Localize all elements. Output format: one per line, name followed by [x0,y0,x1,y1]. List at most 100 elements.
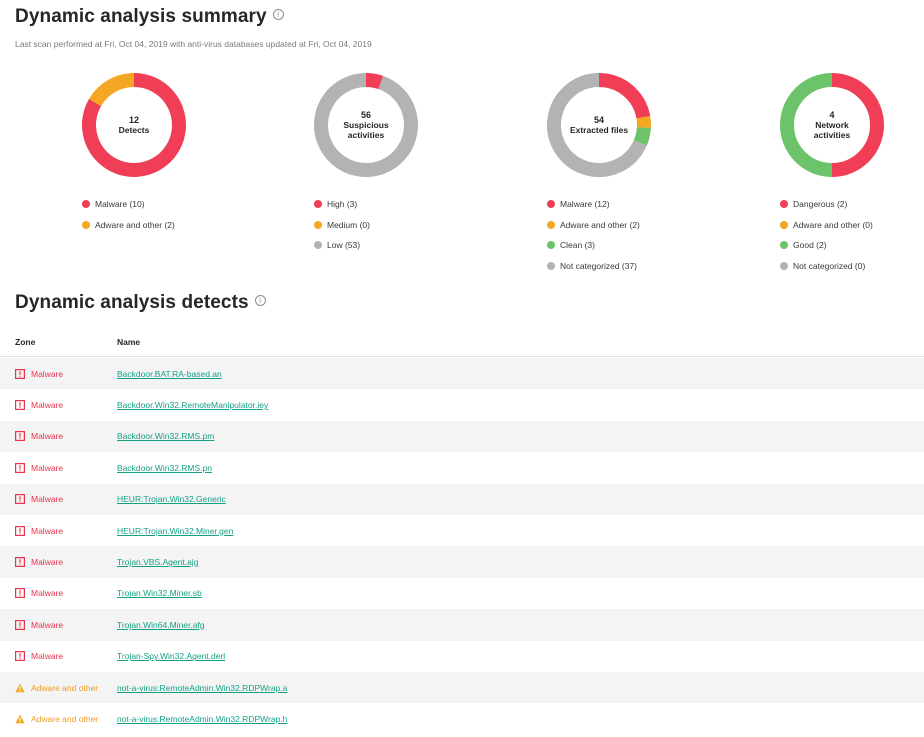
table-row: Malware Trojan.Win32.Miner.sb [0,578,924,609]
legend-dot-icon [547,261,555,270]
detect-name-link[interactable]: HEUR:Trojan.Win32.Miner.gen [117,525,234,536]
legend-item[interactable]: Not categorized (37) [547,256,640,277]
legend-dot-icon [82,200,90,209]
donut-total: 12 [128,115,139,125]
donut-segment[interactable] [636,115,651,129]
legend-item[interactable]: Not categorized (0) [780,256,873,277]
donut-chart-1: 12 Detects Malware (10) Adware and other (2… [79,70,282,230]
legend-dot-icon [547,220,555,229]
donut-center-label: 12 Detects [79,70,189,180]
zone-label: Malware [31,651,64,662]
zone-label: Adware and other [31,713,99,724]
detect-name-link[interactable]: Trojan.Win32.Miner.sb [117,588,202,599]
legend-item[interactable]: Adware and other (2) [82,215,175,236]
info-icon[interactable]: i [272,9,284,21]
legend-dot-icon [780,261,788,270]
legend-item[interactable]: Clean (3) [547,235,640,256]
detect-name-link[interactable]: Backdoor.Win32.RemoteManipulator.iey [117,400,269,411]
detect-name-link[interactable]: Backdoor.Win32.RMS.pn [117,462,212,473]
info-icon[interactable]: i [254,295,266,307]
donut-chart-3: 54 Extracted files Malware (12) Adware and … [547,70,747,271]
table-row: Malware Backdoor.BAT.RA-based.an [0,358,924,390]
table-row: Adware and other not-a-virus:RemoteAdmin.… [0,671,924,704]
donut-center-label: 4 Network activities [777,70,887,180]
donut-segment[interactable] [82,73,186,177]
malware-warning-icon [15,619,25,630]
legend-item[interactable]: Malware (10) [82,194,175,215]
legend-dot-icon [780,200,788,209]
detect-name-link[interactable]: Trojan.VBS.Agent.ajg [117,557,199,568]
detect-name-link[interactable]: Trojan.Win64.Miner.afg [117,619,205,630]
zone-cell: Malware [15,620,63,630]
donut-svg [547,73,651,177]
legend-item[interactable]: Adware and other (2) [547,215,640,236]
donut-legend: High (3) Medium (0) Low (53) [314,194,370,256]
detects-title: Dynamic analysis detects i [15,292,266,314]
detect-name-link[interactable]: not-a-virus:RemoteAdmin.Win32.RDPWrap.a [117,682,288,693]
zone-cell: Malware [15,651,64,662]
malware-warning-icon [15,431,25,442]
legend-item[interactable]: Dangerous (2) [780,194,873,215]
donut-segment[interactable] [831,73,884,177]
legend-label: High (3) [327,199,358,210]
legend-item[interactable]: Malware (12) [547,194,640,215]
zone-label: Adware and other [31,682,99,693]
legend-item[interactable]: High (3) [314,194,370,215]
donut-legend: Malware (10) Adware and other (2) [82,194,175,235]
malware-warning-icon [15,494,25,505]
legend-item[interactable]: Medium (0) [314,215,370,236]
malware-warning-icon [15,368,25,379]
donut-total: 56 [360,110,371,120]
donut-segment[interactable] [780,73,833,177]
donut-total: 4 [829,110,835,120]
malware-warning-icon [15,588,25,599]
zone-label: Malware [31,400,64,411]
zone-cell: Malware [15,494,63,505]
legend-item[interactable]: Good (2) [780,235,873,256]
zone-label: Malware [31,619,64,630]
zone-label: Malware [31,431,64,442]
zone-cell: Malware [15,369,63,379]
legend-dot-icon [547,200,555,209]
detect-name-link[interactable]: HEUR:Trojan.Win32.Generic [117,494,226,505]
table-row: Adware and other not-a-virus:RemoteAdmin.… [0,703,924,734]
donut-title: Network activities [813,120,851,140]
zone-label: Malware [31,525,64,536]
donut-segment[interactable] [633,126,651,146]
legend-label: Malware (12) [560,199,610,210]
legend-dot-icon [314,241,322,250]
donut-segment[interactable] [88,73,135,107]
adware-warning-icon [15,683,25,692]
legend-dot-icon [780,220,788,229]
donut-segment[interactable] [547,73,647,177]
detect-name-link[interactable]: Trojan-Spy.Win32.Agent.derl [117,651,226,662]
column-header-name[interactable]: Name [117,337,141,347]
donut-segment[interactable] [365,73,384,90]
zone-cell: Adware and other [15,683,98,693]
table-row: Malware Trojan.VBS.Agent.ajg [0,546,924,578]
zone-cell: Adware and other [15,714,98,724]
donut-total: 54 [593,115,604,125]
donut-svg [780,73,884,177]
detect-name-link[interactable]: Backdoor.BAT.RA-based.an [117,368,222,379]
detect-name-link[interactable]: not-a-virus:RemoteAdmin.Win32.RDPWrap.h [117,713,288,724]
legend-label: Adware and other (2) [560,219,640,230]
legend-item[interactable]: Adware and other (0) [780,215,873,236]
malware-warning-icon [15,525,25,536]
donut-chart-4: 4 Network activities Dangerous (2) Adware a… [777,70,924,271]
zone-cell: Malware [15,400,64,411]
zone-cell: Malware [15,431,64,442]
zone-label: Malware [31,368,64,379]
table-row: Malware HEUR:Trojan.Win32.Miner.gen [0,515,924,546]
zone-cell: Malware [15,588,63,599]
scan-info-text: Last scan performed at Fri, Oct 04, 2019… [15,39,372,49]
detects-table: Malware Backdoor.BAT.RA-based.an Malware Ba… [0,358,924,735]
legend-item[interactable]: Low (53) [314,235,370,256]
malware-warning-icon [15,557,25,568]
zone-cell: Malware [15,463,63,473]
donut-segment[interactable] [314,73,418,177]
column-header-zone[interactable]: Zone [15,337,36,347]
page-title: Dynamic analysis summary i [15,6,284,28]
donut-segment[interactable] [598,73,651,119]
detect-name-link[interactable]: Backdoor.Win32.RMS.pm [117,431,215,442]
